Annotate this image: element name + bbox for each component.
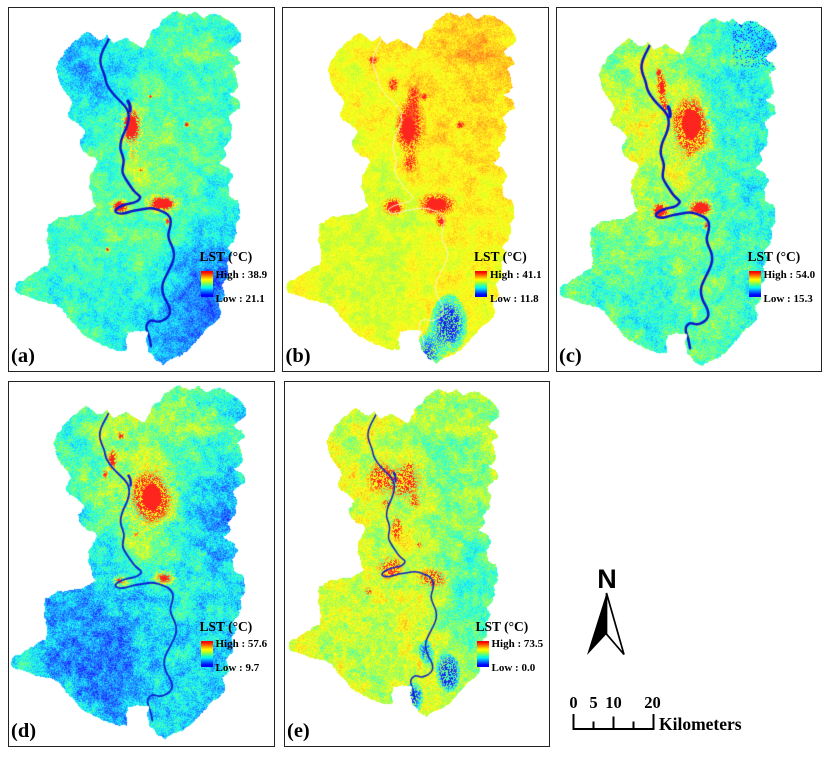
svg-text:10: 10 [605,693,622,712]
svg-text:N: N [597,564,617,594]
svg-text:Kilometers: Kilometers [659,714,742,734]
svg-text:20: 20 [644,693,661,712]
svg-text:5: 5 [589,693,597,712]
svg-text:0: 0 [569,693,577,712]
